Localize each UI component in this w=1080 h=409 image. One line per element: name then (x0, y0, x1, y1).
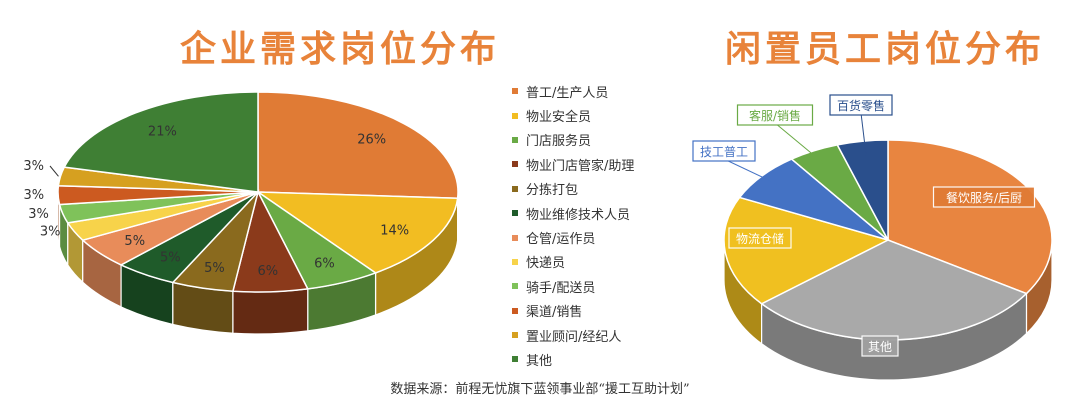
legend-label: 置业顾问/经纪人 (526, 329, 622, 345)
slice-value-label: 6% (257, 264, 278, 279)
pie-right-slice-5 (836, 139, 889, 241)
legend-label: 骑手/配送员 (526, 280, 596, 296)
legend-item: 快递员 (512, 250, 634, 274)
legend-swatch (512, 161, 518, 168)
slice-value-label: 21% (148, 124, 177, 139)
legend-item: 其他 (512, 347, 634, 371)
legend-item: 物业维修技术人员 (512, 201, 634, 225)
legend-item: 骑手/配送员 (512, 274, 634, 298)
slice-value-label: 3% (28, 207, 49, 222)
legend-label: 物业门店管家/助理 (526, 158, 635, 174)
left-chart-title: 企业需求岗位分布 (180, 29, 501, 70)
legend-swatch (512, 332, 518, 339)
legend-item: 渠道/销售 (512, 299, 634, 323)
legend-label: 渠道/销售 (526, 305, 583, 321)
slice-value-label: 6% (314, 257, 335, 272)
slice-value-label: 5% (160, 251, 181, 266)
category-label: 物流仓储 (736, 231, 784, 246)
leader-line (774, 122, 826, 165)
legend-item: 物业门店管家/助理 (512, 152, 634, 176)
legend-swatch (512, 234, 518, 241)
pie-left-slice-0 (257, 91, 459, 200)
legend-label: 普工/生产人员 (526, 85, 609, 101)
legend-label: 分拣打包 (526, 183, 579, 199)
leader-line (860, 112, 867, 157)
category-label-box (829, 94, 893, 116)
category-label: 客服/销售 (749, 108, 801, 123)
slice-value-label: 14% (380, 224, 409, 239)
slice-value-label: 3% (40, 225, 61, 240)
legend-item: 物业安全员 (512, 103, 634, 127)
pie-right-slice-2 (723, 196, 891, 305)
leader-line (723, 158, 781, 187)
pie-left-slice-1 (255, 191, 459, 274)
category-label: 技工普工 (700, 145, 748, 159)
pie-left-slice-11 (63, 91, 259, 193)
slice-value-label: 5% (124, 234, 145, 249)
legend-swatch (512, 258, 518, 265)
legend-swatch (512, 210, 518, 217)
category-label: 百货零售 (837, 98, 885, 113)
legend-swatch (512, 356, 518, 363)
legend-item: 普工/生产人员 (512, 79, 634, 103)
category-label-box (736, 104, 814, 126)
legend-label: 其他 (526, 353, 553, 369)
right-chart-title: 闲置员工岗位分布 (725, 29, 1046, 70)
data-source-note: 数据来源：前程无忧旗下蓝领事业部“援工互助计划” (390, 382, 690, 397)
legend-item: 仓管/运作员 (512, 225, 634, 249)
legend-label: 仓管/运作员 (526, 232, 596, 248)
category-label-box (692, 140, 756, 162)
category-label-box (932, 186, 1036, 208)
legend-label: 物业安全员 (526, 110, 592, 126)
legend-swatch (512, 112, 518, 119)
legend-swatch (512, 88, 518, 95)
legend-swatch (512, 307, 518, 314)
legend-swatch (512, 185, 518, 192)
slice-value-label: 3% (23, 188, 44, 203)
leader-line (49, 165, 59, 177)
slice-value-label: 26% (357, 133, 386, 148)
slice-value-label: 3% (23, 159, 44, 174)
category-label-box (728, 227, 792, 249)
category-label: 餐饮服务/后厨 (946, 190, 1022, 205)
category-label-box (861, 335, 899, 357)
legend-label: 快递员 (526, 256, 566, 272)
legend-item: 置业顾问/经纪人 (512, 323, 634, 347)
slice-value-label: 5% (204, 261, 225, 276)
category-label: 其他 (868, 340, 892, 354)
legend-label: 物业维修技术人员 (526, 207, 631, 223)
legend-item: 分拣打包 (512, 177, 634, 201)
legend-item: 门店服务员 (512, 128, 634, 152)
legend-swatch (512, 136, 518, 143)
legend-swatch (512, 283, 518, 290)
left-chart-legend: 普工/生产人员 物业安全员门店服务员物业门店管家/助理 分拣打包物业维修技术人员 仓管… (512, 79, 634, 372)
legend-label: 门店服务员 (526, 134, 592, 150)
